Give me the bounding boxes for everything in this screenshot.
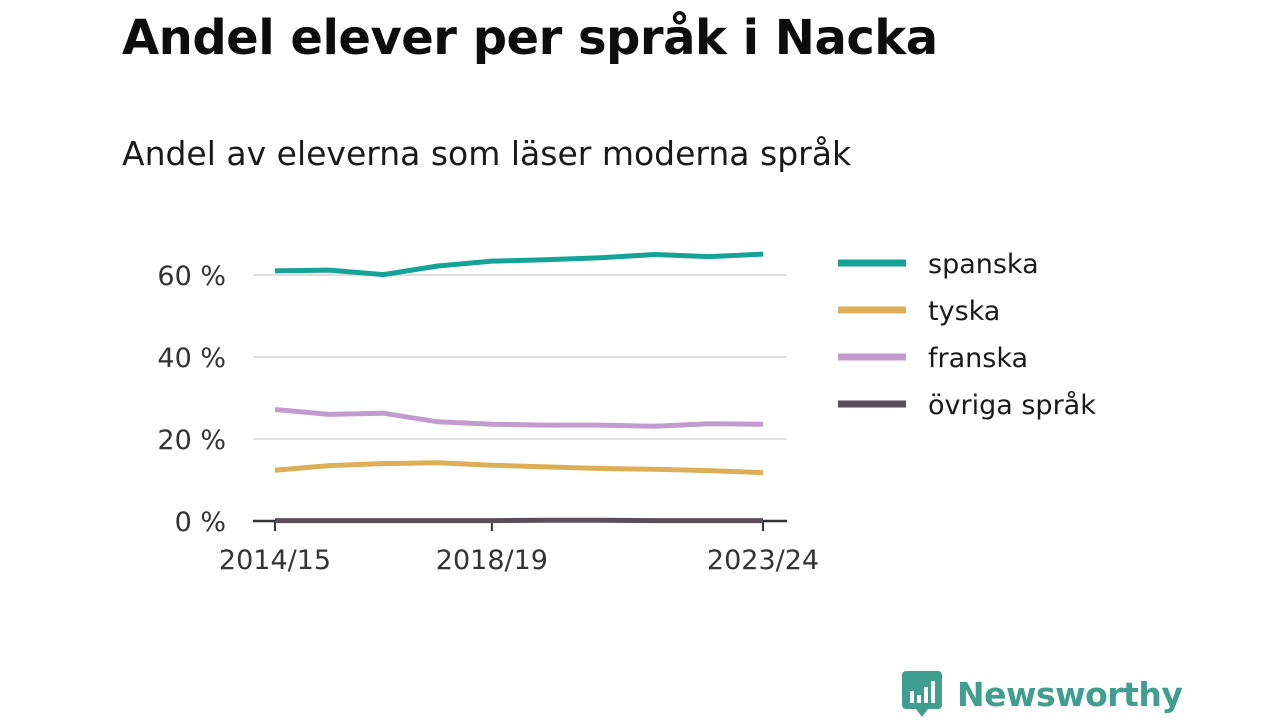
x-tick-label: 2018/19 (436, 545, 548, 576)
x-tick-label: 2023/24 (707, 545, 819, 576)
y-axis: 0 % 20 % 40 % 60 % (157, 261, 226, 538)
series-line (274, 251, 764, 278)
y-tick-label: 20 % (157, 425, 226, 456)
legend-label: spanska (928, 249, 1039, 280)
chart-title: Andel elever per språk i Nacka (122, 10, 938, 66)
brand-name: Newsworthy (957, 674, 1183, 714)
x-axis: 2014/15 2018/19 2023/24 (219, 519, 819, 576)
y-tick-label: 40 % (157, 343, 226, 374)
series-line (274, 407, 764, 429)
chart-subtitle: Andel av eleverna som läser moderna språ… (122, 134, 852, 173)
series-lines (274, 251, 764, 524)
brand-logo: Newsworthy (902, 671, 1183, 717)
y-tick-label: 60 % (157, 261, 226, 292)
y-tick-label: 0 % (175, 507, 226, 538)
newsworthy-logo-icon (902, 671, 942, 717)
legend-label: övriga språk (928, 390, 1096, 421)
x-tick-label: 2014/15 (219, 545, 331, 576)
legend-label: tyska (928, 296, 1000, 327)
gridlines (253, 274, 787, 440)
legend: spanska tyska franska övriga språk (838, 249, 1096, 421)
legend-label: franska (928, 343, 1028, 374)
series-line (274, 460, 764, 476)
